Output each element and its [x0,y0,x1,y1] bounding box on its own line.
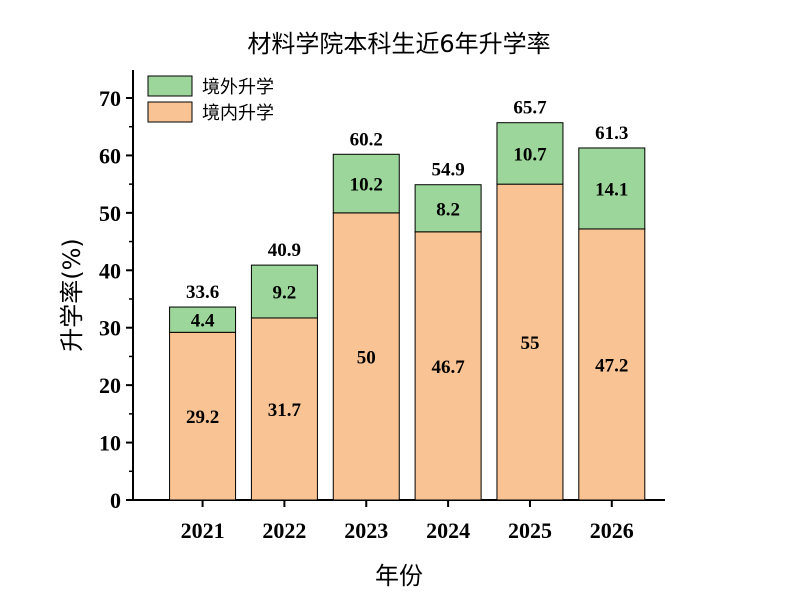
x-axis-title: 年份 [375,562,423,590]
legend-swatch [147,101,193,123]
legend-label: 境内升学 [202,103,274,124]
total-label: 65.7 [513,98,547,119]
y-tick-label: 30 [99,316,121,341]
bar-segment-domestic-2025 [496,183,564,501]
data-label: 47.2 [595,355,628,376]
bar-segment-overseas-2024 [414,184,482,233]
legend-label: 境外升学 [202,77,274,98]
data-label: 50 [357,347,376,368]
legend-swatch [147,75,193,97]
x-tick-label: 2023 [344,518,388,543]
total-label: 60.2 [350,129,383,150]
plot-area: 0 10 20 30 40 50 60 70 29.2 4.4 33.6 2021 31.7 9.2 40.… [99,70,665,543]
data-label: 4.4 [191,311,215,332]
x-tick-label: 2022 [262,518,306,543]
data-label: 10.7 [513,144,547,165]
y-tick-label: 50 [99,201,121,226]
data-label: 55 [520,333,539,354]
y-tick-label: 0 [110,488,121,513]
bar-segment-overseas-2025 [496,122,564,185]
bar-segment-overseas-2026 [578,147,646,230]
x-tick-label: 2025 [508,518,552,543]
chart-title: 材料学院本科生近6年升学率 [247,30,550,58]
y-tick-label: 20 [99,373,121,398]
y-tick-label: 10 [99,431,121,456]
y-tick-label: 60 [99,143,121,168]
bar-segment-overseas-2023 [332,153,400,214]
bar-segment-domestic-2024 [414,231,482,501]
data-label: 31.7 [268,400,302,421]
x-tick-label: 2021 [181,518,225,543]
data-label: 9.2 [273,283,297,304]
bar-segment-domestic-2023 [332,212,400,501]
data-label: 8.2 [436,199,460,220]
x-tick-label: 2026 [590,518,634,543]
data-label: 46.7 [431,357,465,378]
total-label: 54.9 [431,160,464,181]
bar-segment-overseas-2021 [169,306,237,333]
data-label: 14.1 [595,179,628,200]
y-tick-label: 40 [99,258,121,283]
data-label: 29.2 [186,407,219,428]
data-label: 10.2 [350,175,383,196]
bar-segment-domestic-2026 [578,228,646,501]
x-tick-label: 2024 [426,518,470,543]
y-axis-title: 升学率(%) [58,238,86,352]
bar-segment-overseas-2022 [250,264,318,319]
total-label: 61.3 [595,123,628,144]
total-label: 33.6 [186,282,219,303]
y-tick-label: 70 [99,86,121,111]
bar-segment-domestic-2021 [169,331,237,501]
total-label: 40.9 [268,240,301,261]
